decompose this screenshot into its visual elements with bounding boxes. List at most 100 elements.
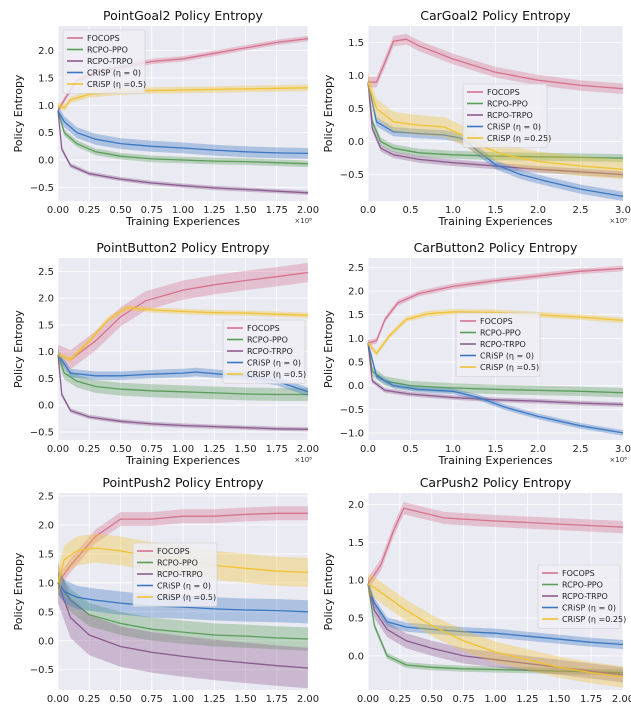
series-line [57,307,309,361]
x-tick-label: 0.00 [47,444,69,455]
series-line [57,512,308,584]
legend-entry: CRiSP (η = 0) [562,604,616,613]
y-tick-label: 1.0 [348,334,364,345]
series-band [58,571,308,651]
y-tick-label: 2.5 [348,263,364,274]
y-axis-label: Policy Entropy [322,552,335,630]
legend-box [62,29,146,94]
series-line [367,507,624,585]
x-axis-label: Training Experiences [125,454,240,467]
x-tick-label: 0.00 [357,694,379,705]
x-tick-label: 0.50 [109,444,131,455]
y-tick-label: 2.0 [348,287,364,298]
x-tick-label: 1.50 [548,694,570,705]
series-band [58,347,308,401]
series-band [368,340,623,436]
x-tick-label: 1.0 [445,205,461,216]
series-line [57,582,309,669]
series-line [57,110,309,194]
y-tick-label: 2.0 [38,520,54,531]
series-line [367,81,624,170]
x-axis-label: Training Experiences [125,215,240,228]
x-tick-label: 1.25 [203,444,225,455]
series-line [367,82,624,159]
y-tick-label: 1.0 [38,101,54,112]
chart-panel-0: 0.00 0.25 0.50 0.75 1.00 1.25 1.50 1.75 2.00 −0.5… [12,8,319,228]
x-tick-label: 1.25 [516,694,538,705]
y-tick-label: 0.5 [348,358,364,369]
x-tick-label: 2.0 [530,205,546,216]
legend-entry: CRiSP (η =0.25) [487,134,551,143]
series-line [367,583,624,678]
series-line [57,582,309,640]
y-axis-label: Policy Entropy [322,310,335,388]
y-tick-label: −0.5 [30,427,54,438]
y-tick-label: 2.5 [38,491,54,502]
legend-entry: CRiSP (η = 0) [87,69,141,78]
x-tick-label: 1.00 [484,694,506,705]
y-tick-label: 0.0 [348,651,364,662]
y-tick-label: 1.5 [38,549,54,560]
x-tick-label: 0.25 [78,444,100,455]
legend-box [462,83,548,148]
x-tick-label: 2.5 [573,444,589,455]
x-tick-label: 0.75 [141,694,163,705]
y-tick-label: −0.5 [340,170,364,181]
x-exponent-label: ×10⁸ [609,217,627,225]
series-line [367,342,624,434]
y-tick-label: −1.0 [340,428,364,439]
x-axis-label: Training Experiences [125,704,240,706]
series-line [367,583,624,674]
y-tick-label: 2.0 [38,294,54,305]
x-tick-label: 0.75 [141,205,163,216]
x-tick-label: 0.25 [78,694,100,705]
chart-title: PointGoal2 Policy Entropy [103,8,264,23]
y-tick-label: 0.5 [38,607,54,618]
y-tick-label: 1.5 [38,73,54,84]
x-tick-label: 0.0 [360,444,376,455]
x-tick-label: 0.0 [360,205,376,216]
x-tick-label: 0.75 [452,694,474,705]
y-tick-label: 1.5 [348,538,364,549]
legend-entry: RCPO-PPO [562,581,603,590]
series-band [368,573,623,688]
chart-panel-2: 0.00 0.25 0.50 0.75 1.00 1.25 1.50 1.75 2.00 −0.5… [12,240,319,467]
legend-entry: CRiSP (η =0.25) [562,615,626,624]
x-exponent-label: ×10⁸ [294,456,312,464]
legend-entry: CRiSP (η = 0) [247,359,301,368]
y-axis-label: Policy Entropy [12,552,25,630]
legend-entry: FOCOPS [157,547,190,556]
legend-box [132,542,218,607]
series-band [368,579,623,650]
series-band [368,576,623,683]
series-line [57,354,309,430]
y-tick-label: 0.5 [38,374,54,385]
x-tick-label: 1.00 [172,444,194,455]
y-tick-label: −0.5 [30,183,54,194]
y-tick-label: 0.5 [348,104,364,115]
y-tick-label: 0.5 [348,614,364,625]
series-band [58,562,308,689]
series-band [368,77,623,201]
x-tick-label: 3.0 [615,444,631,455]
y-tick-label: 1.5 [348,310,364,321]
y-tick-label: 1.0 [348,71,364,82]
legend-box [222,319,306,384]
series-band [58,105,308,159]
x-tick-label: 1.25 [203,694,225,705]
x-tick-label: 1.5 [488,205,504,216]
y-tick-label: 0.0 [38,636,54,647]
y-axis-label: Policy Entropy [322,74,335,152]
x-exponent-label: ×10⁸ [609,456,627,464]
x-tick-label: 1.00 [172,694,194,705]
x-tick-label: 1.0 [445,444,461,455]
x-tick-label: 0.25 [389,694,411,705]
x-tick-label: 0.25 [78,205,100,216]
legend-entry: RCPO-TRPO [157,570,203,579]
series-band [58,35,308,114]
legend-entry: RCPO-TRPO [87,57,133,66]
x-tick-label: 1.25 [203,205,225,216]
series-line [368,38,624,90]
y-tick-label: 2.5 [38,267,54,278]
legend-entry: FOCOPS [562,569,595,578]
